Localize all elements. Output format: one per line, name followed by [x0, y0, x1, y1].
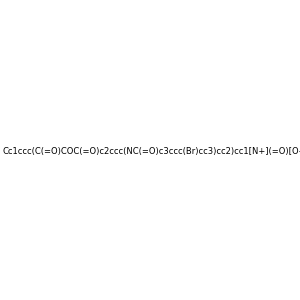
Text: Cc1ccc(C(=O)COC(=O)c2ccc(NC(=O)c3ccc(Br)cc3)cc2)cc1[N+](=O)[O-]: Cc1ccc(C(=O)COC(=O)c2ccc(NC(=O)c3ccc(Br)… [2, 147, 300, 156]
